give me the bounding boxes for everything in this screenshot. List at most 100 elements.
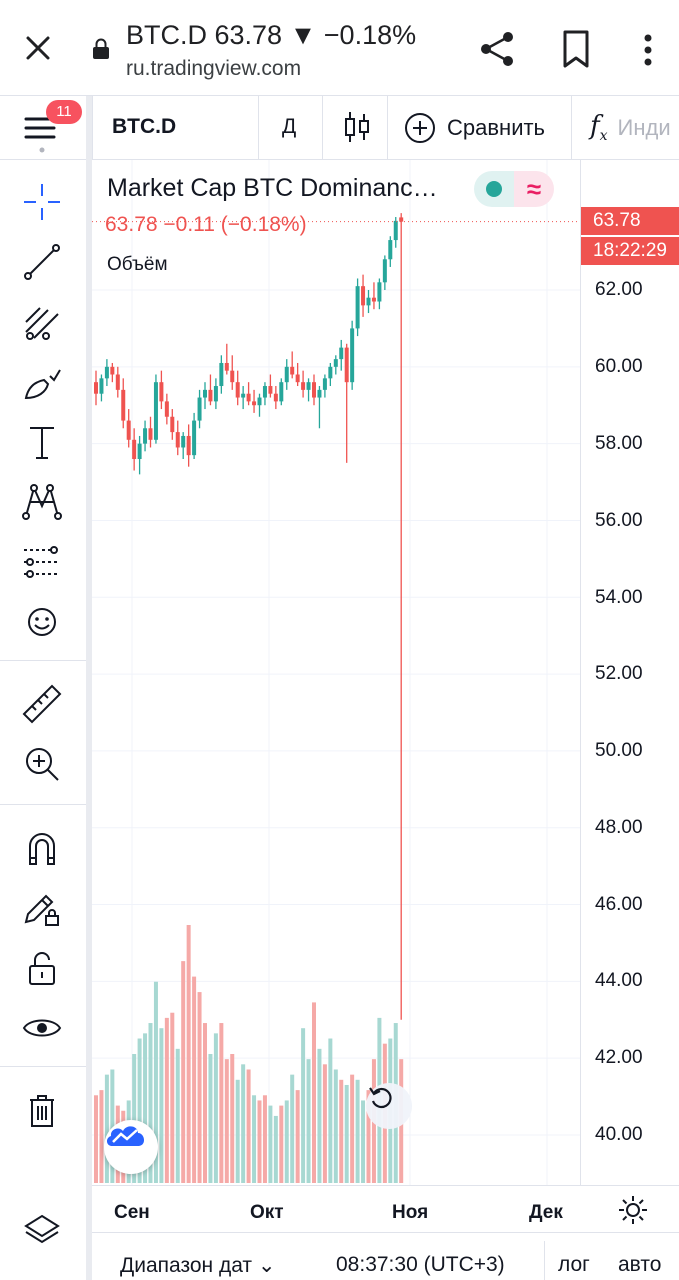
candle-body — [241, 393, 246, 398]
price-tick: 56.00 — [595, 510, 643, 531]
trendline-tool[interactable] — [18, 238, 66, 286]
log-scale-button[interactable]: лог — [558, 1253, 590, 1276]
fx-icon: fx — [590, 111, 608, 145]
zoom-tool[interactable] — [18, 740, 66, 788]
settings-gear-icon[interactable] — [616, 1193, 650, 1227]
cloud-logo-icon — [106, 1126, 145, 1146]
indicators-label: Инди — [617, 115, 671, 140]
candle-body — [115, 374, 120, 390]
status-indicator[interactable] — [474, 171, 514, 207]
volume-bar — [312, 1002, 316, 1183]
candle-body — [393, 220, 398, 241]
legend-title[interactable]: Market Cap BTC Dominanc… — [107, 174, 438, 202]
layers-icon[interactable] — [22, 1210, 62, 1250]
timezone-clock[interactable]: 08:37:30 (UTC+3) — [336, 1253, 505, 1276]
candle-body — [192, 420, 197, 456]
candle-body — [132, 439, 137, 459]
pattern-tool[interactable] — [18, 478, 66, 526]
page-url[interactable]: ru.tradingview.com — [126, 57, 302, 80]
reset-chart-button[interactable] — [366, 1083, 412, 1129]
eye-icon — [22, 1019, 62, 1037]
delete-tool[interactable] — [18, 1086, 66, 1134]
toolbar-divider — [571, 96, 572, 160]
ruler-tool[interactable] — [18, 680, 66, 728]
time-tick: Дек — [529, 1202, 563, 1223]
fib-tool[interactable] — [18, 298, 66, 346]
unlock-tool[interactable] — [18, 944, 66, 992]
candle-body — [312, 382, 316, 398]
more-vert-icon[interactable] — [634, 30, 662, 70]
date-range-button[interactable]: Диапазон дат ⌄ — [120, 1253, 276, 1278]
volume-bar — [361, 1100, 366, 1183]
volume-bar — [181, 961, 186, 1183]
volume-bar — [148, 1023, 153, 1183]
volume-bar — [355, 1079, 360, 1183]
legend-values: 63.78 −0.11 (−0.18%) — [105, 213, 307, 236]
candle-body — [350, 328, 355, 383]
toolbar-divider — [387, 96, 388, 160]
lock-drawing-tool[interactable] — [18, 884, 66, 932]
tradingview-logo-button[interactable] — [104, 1120, 158, 1174]
candle-body — [137, 443, 142, 459]
candle-body — [262, 386, 267, 398]
candle-body — [382, 259, 387, 283]
drawing-toolbar — [0, 160, 86, 1232]
forecast-tool[interactable] — [18, 538, 66, 586]
trash-icon — [30, 1095, 54, 1127]
toolbar-divider — [258, 96, 259, 160]
candle-body — [213, 386, 218, 402]
trendline-icon — [24, 244, 60, 280]
approx-icon[interactable]: ≈ — [514, 171, 554, 207]
share-icon[interactable] — [476, 28, 518, 70]
volume-bar — [153, 981, 158, 1183]
text-tool[interactable] — [18, 418, 66, 466]
volume-bar — [257, 1100, 262, 1183]
price-tick: 40.00 — [595, 1124, 643, 1145]
volume-bar — [344, 1084, 349, 1183]
volume-bar — [279, 1105, 284, 1183]
legend-actions[interactable]: ≈ — [474, 171, 554, 207]
brush-tool[interactable] — [18, 358, 66, 406]
magnet-icon — [29, 833, 55, 865]
price-tick: 50.00 — [595, 740, 643, 761]
candle-body — [279, 382, 284, 402]
candle-body — [268, 386, 273, 394]
bookmark-icon[interactable] — [558, 28, 594, 70]
indicators-button[interactable]: fx Инди — [590, 110, 671, 146]
text-icon — [30, 427, 54, 459]
magnet-tool[interactable] — [18, 824, 66, 872]
candle-body — [230, 370, 235, 383]
candle-body — [170, 416, 175, 433]
volume-legend[interactable]: Объём — [107, 254, 168, 275]
toolbar-divider — [0, 804, 86, 805]
close-icon[interactable] — [18, 28, 58, 68]
interval-button[interactable]: Д — [282, 115, 297, 138]
candle-body — [126, 420, 131, 440]
candle-body — [246, 393, 251, 402]
price-tick: 44.00 — [595, 970, 643, 991]
symbol-search-button[interactable]: BTC.D — [112, 115, 177, 138]
candle-body — [181, 435, 186, 448]
chart-pane[interactable]: Market Cap BTC Dominanc… ≈ 63.78 −0.11 (… — [92, 160, 679, 1185]
candle-body — [371, 297, 376, 302]
volume-bar — [143, 1033, 148, 1183]
price-tick: 52.00 — [595, 663, 643, 684]
time-axis[interactable]: Сен Окт Ноя Дек — [92, 1185, 679, 1232]
price-chart[interactable] — [92, 160, 679, 1185]
candle-body — [224, 362, 229, 371]
volume-bar — [159, 1028, 164, 1183]
visibility-tool[interactable] — [18, 1004, 66, 1052]
crosshair-tool[interactable] — [18, 178, 66, 226]
compare-button[interactable]: Сравнить — [403, 110, 545, 146]
volume-bar — [273, 1115, 278, 1183]
candles-icon[interactable] — [343, 110, 371, 144]
price-axis-border — [580, 160, 581, 1232]
candle-body — [339, 347, 344, 360]
candle-body — [377, 282, 382, 302]
emoji-tool[interactable] — [18, 598, 66, 646]
auto-scale-button[interactable]: авто — [618, 1253, 662, 1276]
countdown-tag: 18:22:29 — [581, 237, 679, 265]
candle-body — [344, 347, 349, 383]
candle-body — [121, 389, 126, 421]
